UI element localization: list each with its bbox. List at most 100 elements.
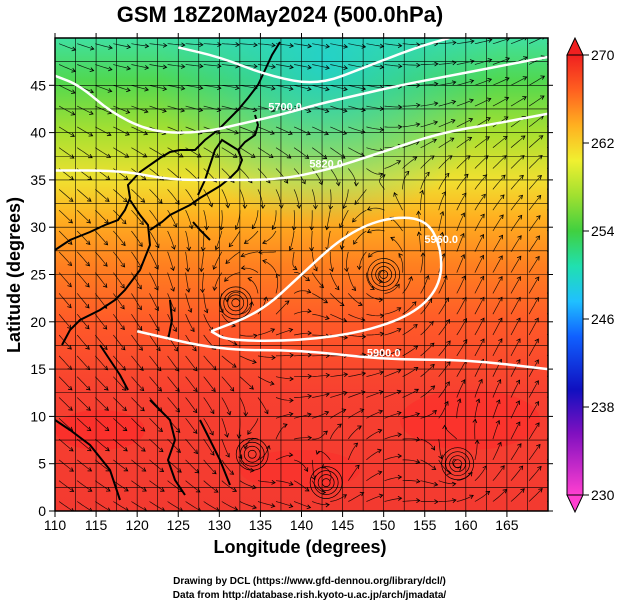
streamline [330, 293, 345, 306]
streamline [348, 492, 364, 502]
streamline [311, 210, 313, 231]
streamline-arrow [337, 423, 342, 428]
streamline [330, 84, 348, 90]
streamline-arrow [192, 346, 197, 352]
streamline [58, 376, 73, 391]
streamline-arrow [379, 370, 384, 376]
y-axis-label: Latitude (degrees) [4, 197, 24, 353]
streamline [474, 194, 486, 211]
streamline-arrow [425, 171, 430, 177]
streamline-arrow [537, 174, 542, 180]
streamline-arrow [263, 296, 269, 301]
streamline [347, 442, 358, 461]
streamline [438, 297, 449, 315]
streamline-arrow [413, 366, 419, 372]
streamline [474, 255, 484, 273]
streamline [352, 209, 367, 223]
streamline-arrow [516, 358, 521, 364]
streamline [58, 293, 72, 308]
streamline-arrow [107, 88, 113, 93]
streamline-arrow [518, 194, 524, 200]
streamline-arrow [415, 122, 421, 127]
streamline [58, 438, 74, 452]
streamline-arrow [434, 499, 439, 505]
streamline [239, 397, 247, 416]
streamline-arrow [323, 430, 328, 436]
streamline [95, 480, 111, 492]
streamline-arrow [242, 204, 248, 209]
streamline [167, 64, 185, 68]
streamline [311, 168, 323, 185]
streamline-arrow [478, 378, 483, 384]
streamline-arrow [192, 408, 198, 414]
streamline-arrow [397, 63, 403, 69]
streamline-arrow [390, 236, 395, 242]
streamline-arrow [121, 241, 126, 247]
streamline [510, 276, 521, 294]
streamline [185, 293, 192, 313]
streamline-arrow [495, 419, 501, 425]
streamline [510, 96, 527, 107]
streamline-arrow [214, 245, 220, 251]
streamline-arrow [188, 224, 194, 230]
streamline [221, 480, 237, 492]
streamline [241, 251, 259, 257]
streamline-arrow [554, 257, 558, 261]
streamline [330, 373, 348, 378]
streamline-arrow [467, 136, 473, 142]
streamline [384, 476, 402, 482]
streamline [294, 64, 312, 69]
streamline [348, 84, 366, 90]
streamline-arrow [357, 425, 362, 430]
streamline-arrow [449, 137, 455, 142]
streamline [492, 420, 500, 440]
streamline [528, 488, 543, 502]
streamline [185, 355, 198, 372]
streamline-arrow [288, 452, 294, 458]
streamline [420, 480, 438, 486]
streamline [402, 64, 420, 66]
streamline-arrow [289, 376, 294, 382]
streamline-arrow [140, 406, 145, 412]
streamline-arrow [123, 467, 129, 472]
streamline [438, 211, 444, 232]
streamline-arrow [262, 259, 267, 264]
streamline-arrow [498, 296, 503, 302]
streamline [275, 168, 288, 184]
streamline-arrow [557, 135, 561, 139]
streamline [76, 438, 92, 452]
streamline [167, 189, 180, 205]
streamline-arrow [520, 488, 525, 493]
streamline-arrow [344, 267, 349, 273]
y-tick-label: 45 [30, 77, 46, 93]
streamline-arrow [124, 487, 129, 492]
streamline [58, 189, 74, 202]
streamline [275, 273, 279, 294]
streamline-arrow [186, 246, 192, 252]
streamline [257, 189, 264, 209]
streamline-arrow [445, 381, 450, 386]
streamline-arrow [235, 42, 240, 48]
streamline [528, 175, 542, 190]
streamline-arrow [486, 97, 492, 103]
streamline-arrow [104, 426, 110, 432]
streamline [113, 126, 130, 136]
streamline-arrow [126, 65, 131, 71]
streamline-arrow [157, 387, 163, 392]
streamline-arrow [353, 240, 358, 245]
streamline [131, 397, 145, 412]
streamline-arrow [358, 301, 363, 307]
streamline [456, 275, 466, 294]
streamline [275, 376, 294, 380]
streamline [492, 214, 504, 232]
streamline [528, 235, 540, 252]
streamline-arrow [556, 467, 560, 471]
streamline-arrow [306, 504, 312, 510]
streamline [456, 233, 465, 252]
streamline [185, 418, 198, 434]
streamline [420, 385, 435, 398]
streamline [167, 105, 185, 112]
streamline-arrow [187, 308, 193, 313]
streamline-arrow [143, 130, 149, 136]
streamline [149, 230, 160, 248]
